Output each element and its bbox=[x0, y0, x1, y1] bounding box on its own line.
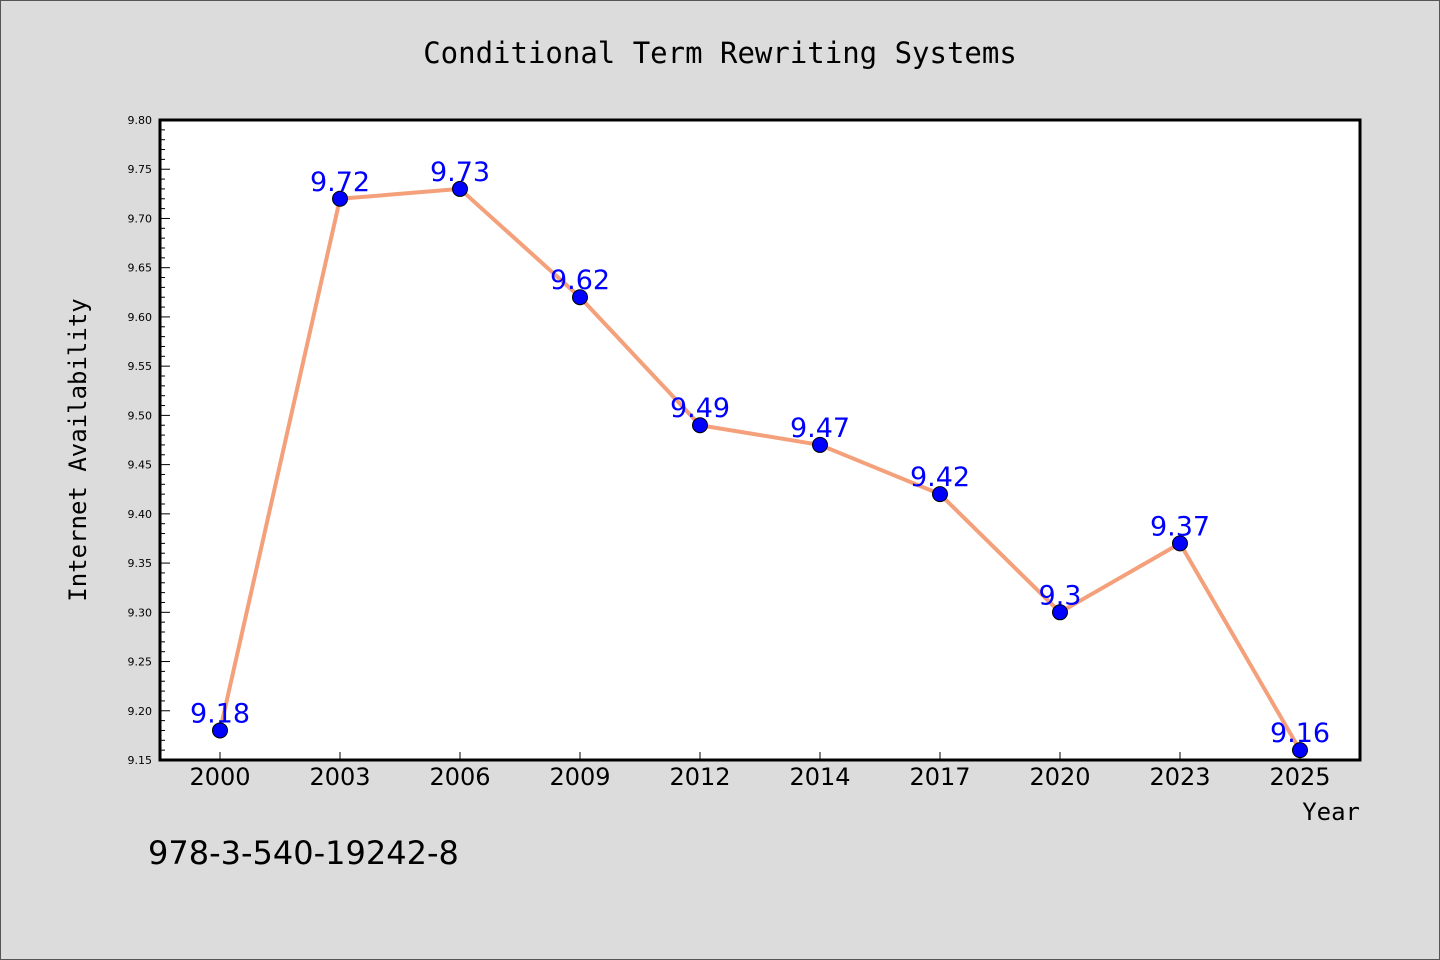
x-tick-label: 2017 bbox=[909, 763, 970, 791]
y-tick-label: 9.70 bbox=[128, 212, 153, 225]
data-label: 9.3 bbox=[1039, 580, 1082, 611]
data-point bbox=[572, 289, 588, 306]
y-tick-label: 9.30 bbox=[128, 606, 153, 619]
data-label: 9.72 bbox=[310, 167, 370, 198]
y-tick-label: 9.25 bbox=[128, 656, 153, 669]
data-point bbox=[452, 180, 468, 197]
data-point bbox=[1292, 742, 1308, 759]
x-axis-label: Year bbox=[1302, 798, 1360, 826]
y-tick-label: 9.40 bbox=[128, 508, 153, 521]
y-axis-label: Internet Availability bbox=[64, 298, 92, 601]
data-point bbox=[932, 486, 948, 503]
data-point bbox=[1172, 535, 1188, 552]
data-label: 9.47 bbox=[790, 413, 850, 444]
footnote-isbn: 978-3-540-19242-8 bbox=[148, 834, 459, 872]
y-tick-label: 9.55 bbox=[128, 360, 153, 373]
data-point bbox=[332, 190, 348, 207]
x-tick-label: 2003 bbox=[309, 763, 370, 791]
y-tick-label: 9.15 bbox=[128, 754, 153, 767]
chart-title: Conditional Term Rewriting Systems bbox=[423, 36, 1017, 70]
x-tick-label: 2000 bbox=[189, 763, 250, 791]
data-label: 9.18 bbox=[190, 698, 250, 729]
x-axis: 2000 2003 2006 2009 2012 2014 2017 2020 2023 2025 bbox=[189, 752, 1331, 791]
plot-area bbox=[158, 118, 1362, 762]
data-label: 9.73 bbox=[430, 157, 490, 188]
y-tick-label: 9.65 bbox=[128, 262, 153, 275]
data-point bbox=[692, 417, 708, 434]
y-tick-label: 9.60 bbox=[128, 311, 153, 324]
x-tick-label: 2014 bbox=[789, 763, 850, 791]
data-label: 9.42 bbox=[910, 462, 970, 493]
series-line bbox=[218, 186, 1302, 752]
data-point bbox=[212, 722, 228, 739]
y-tick-label: 9.45 bbox=[128, 459, 153, 472]
y-tick-label: 9.80 bbox=[128, 114, 153, 127]
data-label: 9.62 bbox=[550, 265, 610, 296]
x-tick-label: 2020 bbox=[1029, 763, 1090, 791]
data-label: 9.37 bbox=[1150, 511, 1210, 542]
series-group: 9.18 9.72 9.73 9.62 9.49 9.47 9.42 9.3 9.37 9.16 bbox=[190, 157, 1330, 759]
y-tick-label: 9.50 bbox=[128, 409, 153, 422]
y-tick-label: 9.20 bbox=[128, 705, 153, 718]
x-tick-label: 2006 bbox=[429, 763, 490, 791]
data-point bbox=[1052, 604, 1068, 621]
y-tick-label: 9.35 bbox=[128, 557, 153, 570]
x-tick-label: 2012 bbox=[669, 763, 730, 791]
y-tick-label: 9.75 bbox=[128, 163, 153, 176]
data-point bbox=[812, 436, 828, 453]
y-axis: 9.15 9.20 9.25 9.30 9.35 9.40 9.45 9.50 9.55 9.60… bbox=[128, 114, 170, 767]
x-tick-label: 2025 bbox=[1269, 763, 1330, 791]
data-label: 9.16 bbox=[1270, 718, 1330, 749]
x-tick-label: 2023 bbox=[1149, 763, 1210, 791]
x-tick-label: 2009 bbox=[549, 763, 610, 791]
data-label: 9.49 bbox=[670, 393, 730, 424]
